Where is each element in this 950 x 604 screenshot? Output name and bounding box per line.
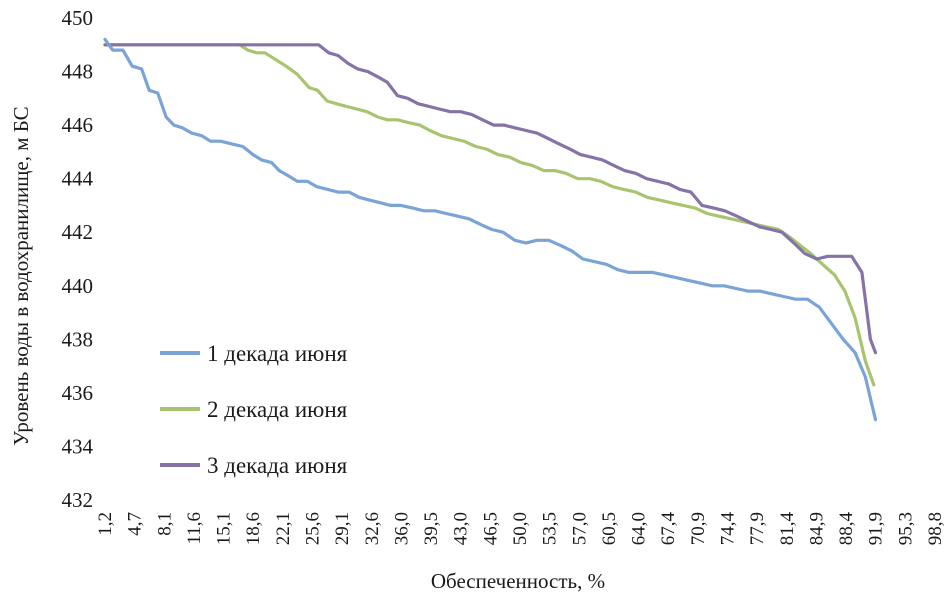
x-tick-label: 70,9 xyxy=(688,512,709,545)
x-tick-label: 74,4 xyxy=(718,512,739,546)
y-tick-label: 436 xyxy=(62,381,94,405)
legend-label-2: 2 декада июня xyxy=(207,397,348,422)
x-tick-label: 43,0 xyxy=(451,512,472,545)
x-tick-label: 50,0 xyxy=(510,512,531,545)
x-tick-label: 32,6 xyxy=(362,512,383,545)
x-tick-label: 57,0 xyxy=(569,512,590,545)
y-tick-label: 448 xyxy=(62,60,94,84)
x-tick-label: 64,0 xyxy=(629,512,650,545)
y-tick-label: 434 xyxy=(62,434,94,458)
x-tick-label: 84,9 xyxy=(806,512,827,545)
y-tick-label: 440 xyxy=(62,274,94,298)
x-tick-label: 67,4 xyxy=(658,512,679,546)
x-tick-label: 60,5 xyxy=(599,512,620,545)
x-tick-label: 46,5 xyxy=(480,512,501,545)
x-tick-label: 36,0 xyxy=(391,512,412,545)
x-tick-label: 25,6 xyxy=(303,512,324,545)
x-tick-label: 18,6 xyxy=(243,512,264,545)
series-lines xyxy=(103,37,878,422)
y-axis-title: Уровень воды в водохранилище, м БС xyxy=(9,106,33,445)
x-tick-label: 88,4 xyxy=(836,512,857,546)
series-line-2 xyxy=(103,43,876,387)
x-tick-label: 22,1 xyxy=(273,512,294,545)
legend: 1 декада июня 2 декада июня 3 декада июня xyxy=(160,341,348,478)
y-tick-label: 446 xyxy=(62,113,94,137)
x-tick-label: 53,5 xyxy=(540,512,561,545)
x-tick-label: 15,1 xyxy=(214,512,235,545)
x-axis-ticks: 1,2 4,7 8,1 11,6 15,1 18,6 22,1 25,6 29,1 32,6 36,… xyxy=(95,512,946,546)
x-tick-label: 77,9 xyxy=(747,512,768,545)
legend-label-3: 3 декада июня xyxy=(207,453,348,478)
x-tick-label: 8,1 xyxy=(154,512,175,536)
y-tick-label: 432 xyxy=(62,488,94,512)
x-tick-label: 4,7 xyxy=(125,512,146,536)
y-tick-label: 438 xyxy=(62,327,94,351)
x-tick-label: 95,3 xyxy=(895,512,916,545)
x-tick-label: 29,1 xyxy=(332,512,353,545)
x-tick-label: 91,9 xyxy=(866,512,887,545)
series-line-3 xyxy=(103,43,878,355)
x-tick-label: 1,2 xyxy=(95,512,116,536)
x-tick-label: 98,8 xyxy=(925,512,946,545)
series-line-1 xyxy=(103,37,878,422)
y-tick-label: 444 xyxy=(62,167,94,191)
x-tick-label: 81,4 xyxy=(777,512,798,546)
y-tick-label: 442 xyxy=(62,220,94,244)
y-tick-label: 450 xyxy=(62,6,94,30)
x-axis-title: Обеспеченность, % xyxy=(431,569,605,593)
y-axis-ticks: 432 434 436 438 440 442 444 446 448 450 xyxy=(62,6,94,512)
x-tick-label: 11,6 xyxy=(184,512,205,545)
legend-label-1: 1 декада июня xyxy=(207,341,348,366)
x-tick-label: 39,5 xyxy=(421,512,442,545)
